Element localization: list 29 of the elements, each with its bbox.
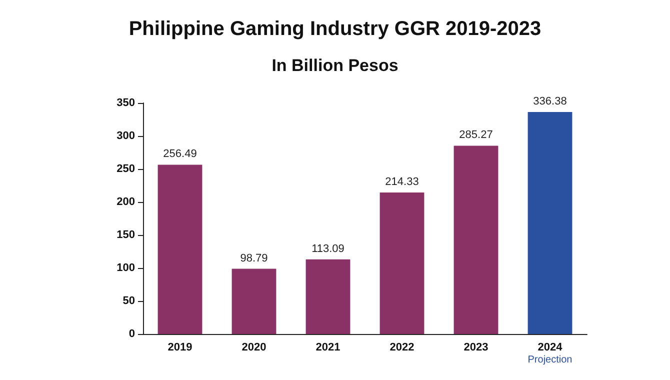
y-tick-label: 0 <box>128 328 135 340</box>
bar <box>380 192 424 334</box>
y-tick-label: 50 <box>122 295 135 307</box>
data-label: 256.49 <box>163 148 197 160</box>
chart-title: Philippine Gaming Industry GGR 2019-2023 <box>128 18 542 40</box>
x-tick-label: 2023 <box>464 342 488 354</box>
bar <box>306 259 350 334</box>
text: Projection <box>528 354 572 366</box>
data-label: 336.38 <box>533 95 567 108</box>
x-tick-label: 2019 <box>168 342 192 354</box>
y-tick-label: 150 <box>116 229 135 241</box>
data-label: 113.09 <box>312 242 344 255</box>
y-tick-label: 100 <box>116 262 135 274</box>
chart-subtitle: In Billion Pesos <box>272 56 398 75</box>
x-tick-label: 2022 <box>390 342 414 354</box>
y-tick-label: 350 <box>116 97 135 109</box>
bar <box>454 146 498 334</box>
bar <box>232 268 276 334</box>
y-tick-label: 250 <box>116 163 135 175</box>
bar <box>158 164 202 334</box>
data-label: 98.79 <box>240 252 268 264</box>
x-tick-label: 2020 <box>242 342 266 354</box>
data-label: 285.27 <box>459 129 493 142</box>
bar <box>528 112 572 334</box>
y-tick-label: 300 <box>116 130 135 142</box>
x-tick-label: 2021 <box>316 342 340 354</box>
x-tick-label: 2024 <box>538 342 564 354</box>
y-tick-label: 200 <box>116 196 135 208</box>
data-label: 214.33 <box>385 176 419 188</box>
